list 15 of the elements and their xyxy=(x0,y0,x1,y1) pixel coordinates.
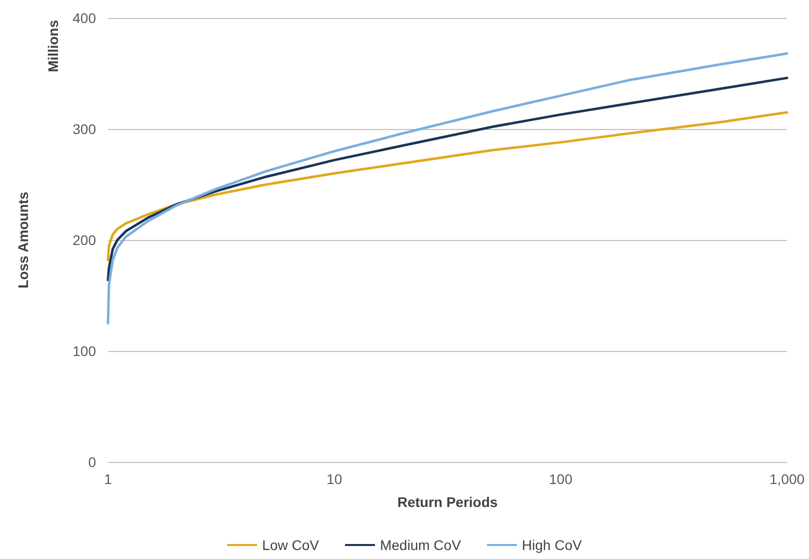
y-tick-label: 200 xyxy=(72,232,96,248)
x-tick-label: 10 xyxy=(326,471,342,487)
legend-label: High CoV xyxy=(522,537,582,553)
text: Millions xyxy=(45,20,61,72)
x-axis-title: Return Periods xyxy=(397,494,498,510)
x-tick-label: 100 xyxy=(548,471,573,487)
legend-label: Low CoV xyxy=(262,537,320,553)
x-tick-label: 1,000 xyxy=(769,471,805,487)
y-tick-label: 300 xyxy=(72,121,96,137)
x-tick-label: 1 xyxy=(104,471,112,487)
y-axis-title: Loss Amounts xyxy=(15,191,31,288)
y-tick-label: 100 xyxy=(72,343,96,359)
y-tick-label: 0 xyxy=(88,454,96,470)
legend-label: Medium CoV xyxy=(380,537,462,553)
y-tick-label: 400 xyxy=(72,10,96,26)
